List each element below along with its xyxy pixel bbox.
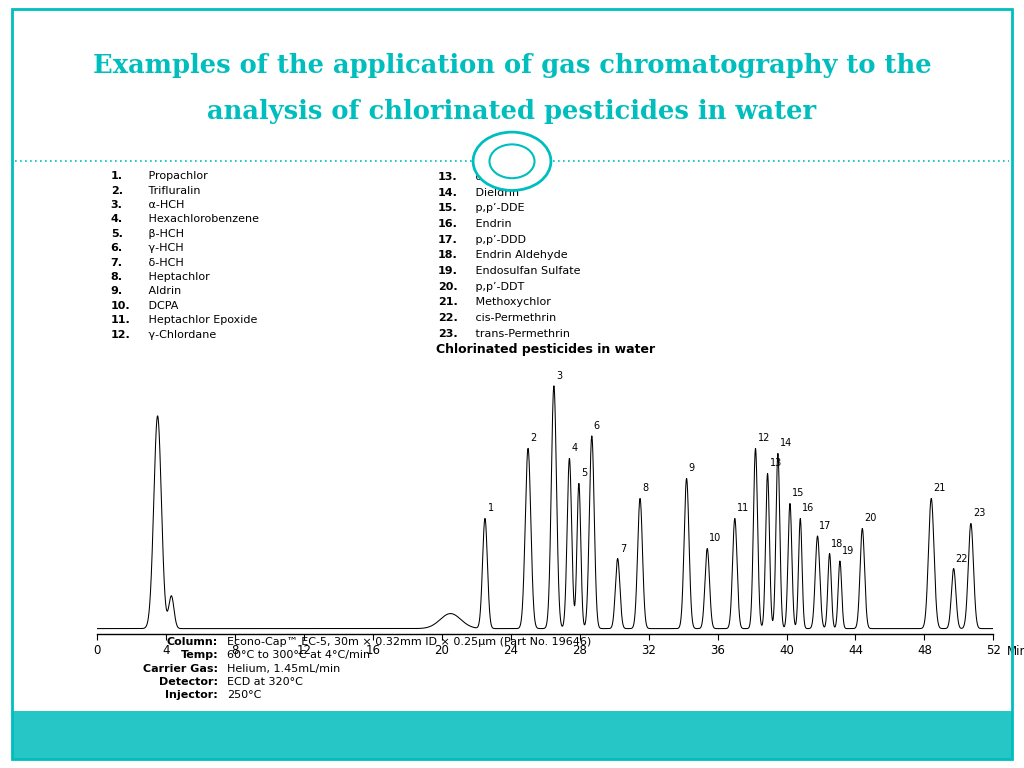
Text: cis-Permethrin: cis-Permethrin <box>472 313 556 323</box>
Text: Aldrin: Aldrin <box>144 286 181 296</box>
Text: Column:: Column: <box>167 637 218 647</box>
Text: 2: 2 <box>530 433 537 443</box>
Text: α-HCH: α-HCH <box>144 200 184 210</box>
Text: analysis of chlorinated pesticides in water: analysis of chlorinated pesticides in wa… <box>208 99 816 124</box>
Text: 11: 11 <box>737 504 750 514</box>
Text: Methoxychlor: Methoxychlor <box>472 297 551 307</box>
Text: 22.: 22. <box>438 313 458 323</box>
Text: α-Chlordane: α-Chlordane <box>472 172 544 182</box>
Text: 6: 6 <box>594 421 600 431</box>
Text: Dieldrin: Dieldrin <box>472 187 519 197</box>
Text: p,p’-DDT: p,p’-DDT <box>472 282 524 292</box>
Text: 11.: 11. <box>111 315 130 325</box>
Text: Trifluralin: Trifluralin <box>144 186 201 196</box>
Text: 250°C: 250°C <box>227 690 261 700</box>
Text: 14.: 14. <box>438 187 458 197</box>
Text: Detector:: Detector: <box>160 677 218 687</box>
Text: 12: 12 <box>758 433 770 443</box>
Text: 1: 1 <box>487 504 494 514</box>
Text: p,p’-DDE: p,p’-DDE <box>472 204 524 214</box>
Text: Heptachlor Epoxide: Heptachlor Epoxide <box>144 315 257 325</box>
Text: Carrier Gas:: Carrier Gas: <box>143 664 218 674</box>
Text: Endrin: Endrin <box>472 219 511 229</box>
Text: 9: 9 <box>689 463 694 473</box>
Text: 8: 8 <box>642 483 648 494</box>
Text: Examples of the application of gas chromatography to the: Examples of the application of gas chrom… <box>93 53 931 78</box>
Text: 4.: 4. <box>111 214 123 224</box>
Text: 22: 22 <box>955 554 969 564</box>
Text: Injector:: Injector: <box>166 690 218 700</box>
Text: 15: 15 <box>792 488 804 498</box>
Text: β-HCH: β-HCH <box>144 229 183 239</box>
Text: 16.: 16. <box>438 219 458 229</box>
Text: Temp:: Temp: <box>180 650 218 660</box>
Text: 16: 16 <box>802 504 814 514</box>
Text: 6.: 6. <box>111 243 123 253</box>
Text: 2.: 2. <box>111 186 123 196</box>
Text: 19.: 19. <box>438 266 458 276</box>
Text: 10.: 10. <box>111 301 130 311</box>
Text: 3.: 3. <box>111 200 123 210</box>
Text: Chlorinated pesticides in water: Chlorinated pesticides in water <box>436 343 654 356</box>
Text: γ-HCH: γ-HCH <box>144 243 183 253</box>
Text: γ-Chlordane: γ-Chlordane <box>144 329 216 339</box>
Text: Helium, 1.45mL/min: Helium, 1.45mL/min <box>227 664 340 674</box>
Text: 20.: 20. <box>438 282 458 292</box>
Text: trans-Permethrin: trans-Permethrin <box>472 329 569 339</box>
Text: 7.: 7. <box>111 257 123 267</box>
Text: 13.: 13. <box>438 172 458 182</box>
Circle shape <box>489 144 535 178</box>
Text: Econo-Cap™ EC-5, 30m × 0.32mm ID × 0.25μm (Part No. 19646): Econo-Cap™ EC-5, 30m × 0.32mm ID × 0.25μ… <box>227 637 592 647</box>
Text: 18: 18 <box>831 538 844 548</box>
Text: 12.: 12. <box>111 329 130 339</box>
Text: 3: 3 <box>556 371 562 381</box>
Text: 21: 21 <box>933 483 946 494</box>
Text: Hexachlorobenzene: Hexachlorobenzene <box>144 214 259 224</box>
Text: ECD at 320°C: ECD at 320°C <box>227 677 303 687</box>
Circle shape <box>473 132 551 190</box>
Text: DCPA: DCPA <box>144 301 178 311</box>
Text: 17.: 17. <box>438 235 458 245</box>
Text: 60°C to 300°C at 4°C/min: 60°C to 300°C at 4°C/min <box>227 650 371 660</box>
Text: 8.: 8. <box>111 272 123 282</box>
Text: p,p’-DDD: p,p’-DDD <box>472 235 525 245</box>
Text: 20: 20 <box>864 514 877 524</box>
Text: Endrin Aldehyde: Endrin Aldehyde <box>472 250 567 260</box>
Text: Heptachlor: Heptachlor <box>144 272 210 282</box>
Text: 1.: 1. <box>111 171 123 181</box>
Text: 13: 13 <box>770 458 782 468</box>
Text: 23: 23 <box>973 508 985 518</box>
Text: 17: 17 <box>819 521 831 531</box>
Text: 14: 14 <box>780 439 793 449</box>
Text: Min.: Min. <box>1007 645 1024 658</box>
Text: 18.: 18. <box>438 250 458 260</box>
Text: 9.: 9. <box>111 286 123 296</box>
Text: 4: 4 <box>571 443 578 453</box>
Text: Endosulfan Sulfate: Endosulfan Sulfate <box>472 266 581 276</box>
Text: 5: 5 <box>581 468 587 478</box>
Text: 19: 19 <box>842 546 854 556</box>
Text: Propachlor: Propachlor <box>144 171 208 181</box>
Text: 7: 7 <box>620 544 626 554</box>
Text: 15.: 15. <box>438 204 458 214</box>
Bar <box>12 711 1012 759</box>
Text: 5.: 5. <box>111 229 123 239</box>
Text: 23.: 23. <box>438 329 458 339</box>
Text: 21.: 21. <box>438 297 458 307</box>
Text: 10: 10 <box>710 534 722 544</box>
Text: δ-HCH: δ-HCH <box>144 257 183 267</box>
